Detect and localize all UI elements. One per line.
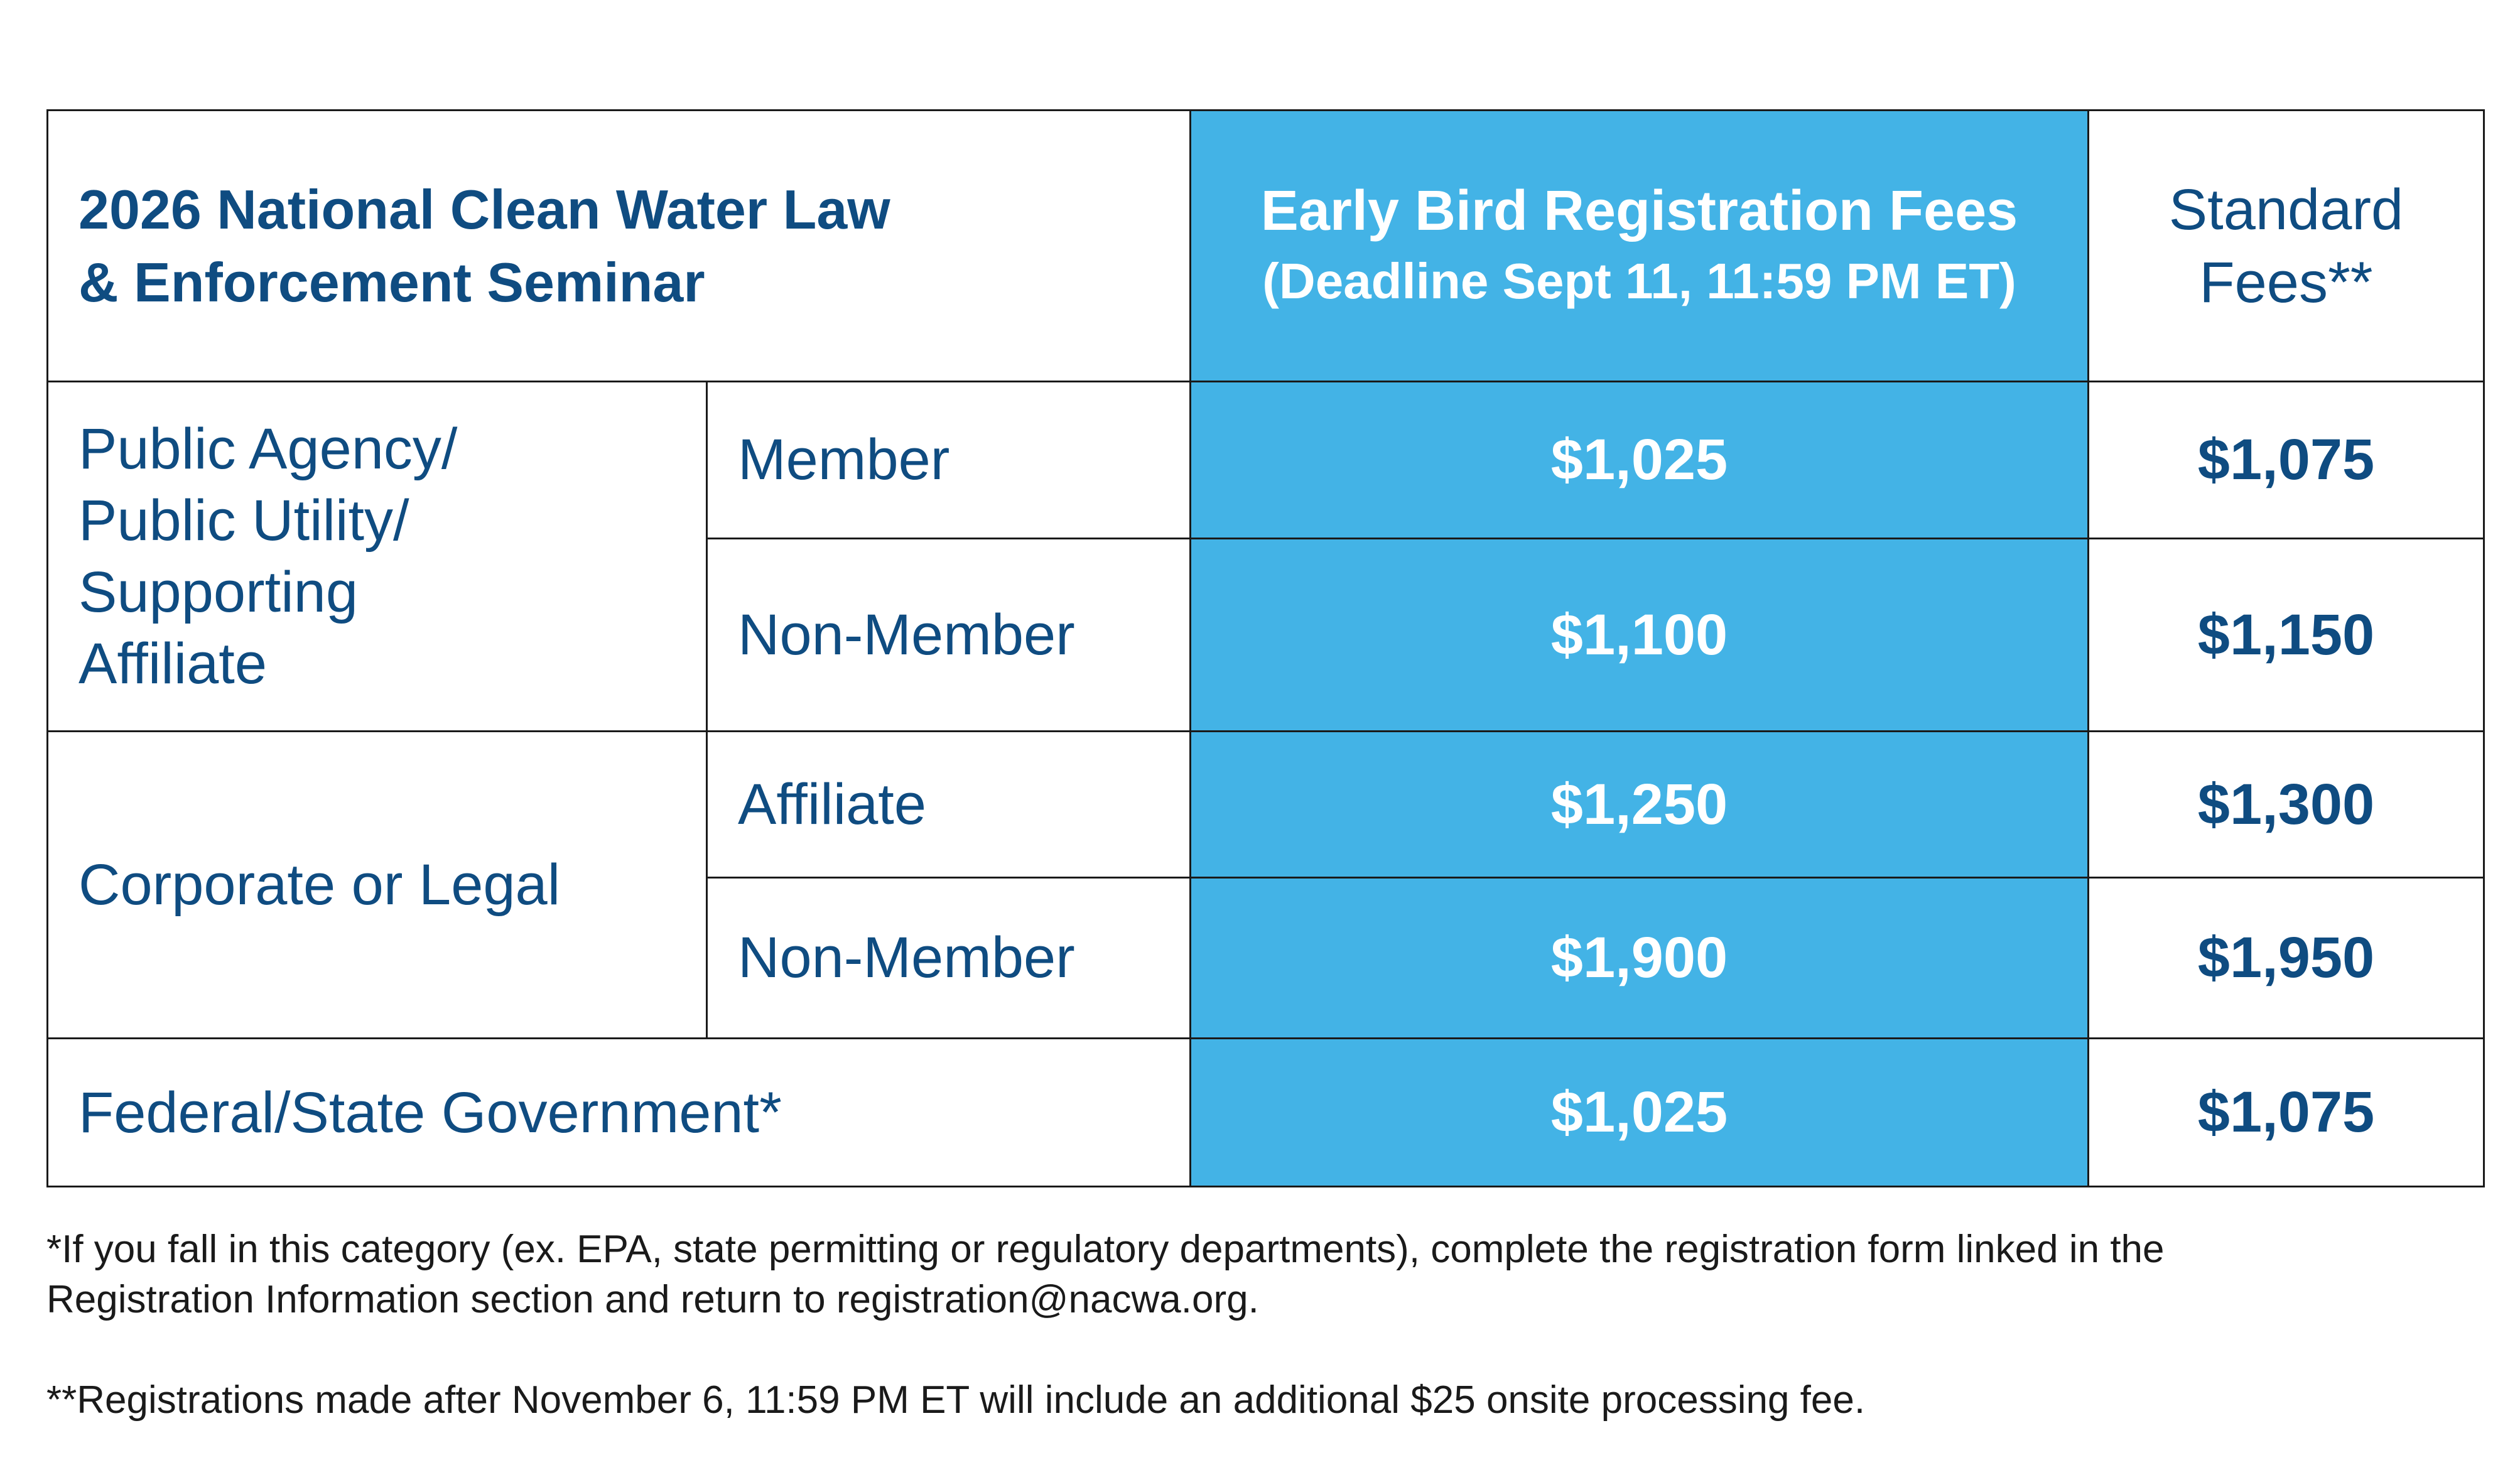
category-line: Public Agency/ (78, 417, 458, 481)
standard-price: $1,075 (2087, 1037, 2485, 1187)
early-bird-deadline: (Deadline Sept 11, 11:59 PM ET) (1262, 252, 2016, 309)
seminar-title-line-1: 2026 National Clean Water Law (78, 178, 890, 241)
footnote-government-line-2: Registration Information section and ret… (46, 1278, 1259, 1321)
early-bird-price: $1,250 (1189, 730, 2089, 879)
footnotes: *If you fall in this category (ex. EPA, … (46, 1225, 2483, 1425)
standard-fees-header-line-1: Standard (2168, 177, 2404, 242)
registrant-type: Affiliate (706, 730, 1191, 879)
table-header-row: 2026 National Clean Water Law & Enforcem… (46, 109, 2485, 382)
early-bird-price: $1,025 (1189, 381, 2089, 539)
footnote-government: *If you fall in this category (ex. EPA, … (46, 1225, 2483, 1325)
footnote-government-line-1: *If you fall in this category (ex. EPA, … (46, 1228, 2165, 1271)
standard-price: $1,150 (2087, 538, 2485, 732)
standard-price: $1,950 (2087, 877, 2485, 1039)
category-federal-state-government: Federal/State Government* (46, 1037, 1191, 1187)
standard-price: $1,075 (2087, 381, 2485, 539)
category-line: Supporting (78, 560, 358, 624)
early-bird-price: $1,900 (1189, 877, 2089, 1039)
table-row: Non-Member $1,900 $1,950 (48, 877, 2485, 1039)
standard-fees-header: Standard Fees** (2087, 109, 2485, 382)
category-line: Affiliate (78, 632, 268, 696)
footnote-late-fee: **Registrations made after November 6, 1… (46, 1378, 1866, 1422)
table-row: Federal/State Government* $1,025 $1,075 (46, 1037, 2485, 1187)
registrant-type: Non-Member (706, 538, 1191, 732)
category-line: Public Utility/ (78, 489, 409, 553)
category-line: Corporate or Legal (78, 853, 561, 917)
table-row: Non-Member $1,100 $1,150 (48, 538, 2485, 732)
registrant-type: Member (706, 381, 1191, 539)
registration-fee-table: 2026 National Clean Water Law & Enforcem… (46, 109, 2485, 1187)
table-row: Corporate or Legal Affiliate $1,250 $1,3… (46, 730, 2485, 1039)
category-corporate-legal: Corporate or Legal (46, 730, 708, 1039)
category-public-agency: Public Agency/ Public Utility/ Supportin… (46, 381, 708, 732)
early-bird-header-title: Early Bird Registration Fees (1260, 179, 2018, 242)
early-bird-price: $1,100 (1189, 538, 2089, 732)
seminar-title: 2026 National Clean Water Law & Enforcem… (46, 109, 1191, 382)
early-bird-header: Early Bird Registration Fees (Deadline S… (1189, 109, 2089, 382)
standard-fees-header-line-2: Fees** (2199, 250, 2373, 315)
table-row: Public Agency/ Public Utility/ Supportin… (46, 381, 2485, 732)
early-bird-price: $1,025 (1189, 1037, 2089, 1187)
seminar-title-line-2: & Enforcement Seminar (78, 251, 705, 313)
standard-price: $1,300 (2087, 730, 2485, 879)
registrant-type: Non-Member (706, 877, 1191, 1039)
